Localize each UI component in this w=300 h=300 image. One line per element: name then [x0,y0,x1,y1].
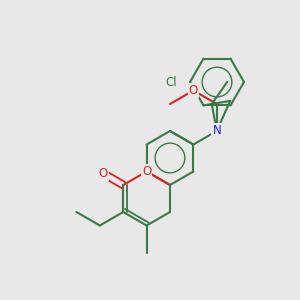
Text: O: O [142,165,151,178]
Text: O: O [189,84,198,97]
Text: Cl: Cl [165,76,177,88]
Text: N: N [212,124,221,137]
Text: O: O [99,167,108,180]
